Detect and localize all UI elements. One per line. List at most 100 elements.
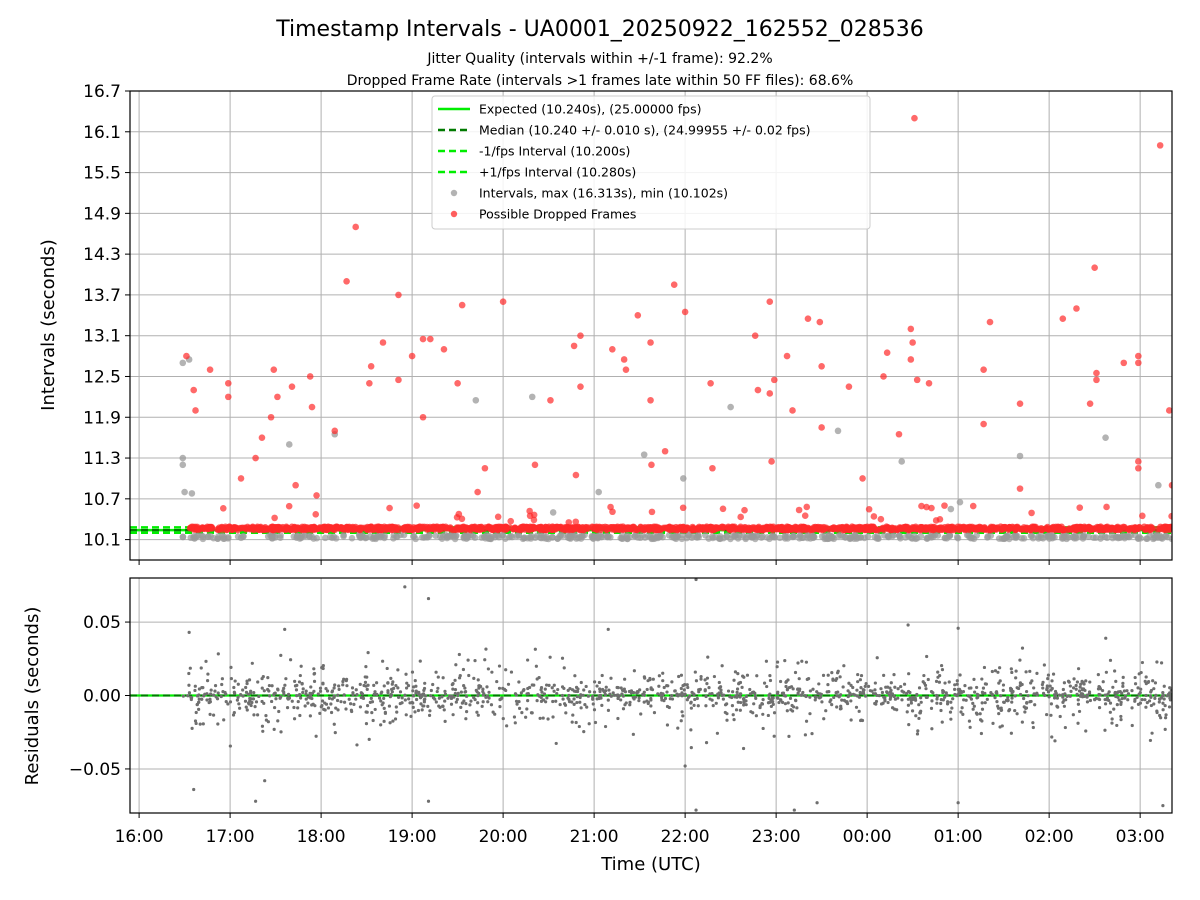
residual-point	[1163, 727, 1167, 731]
dropped-frame-point	[603, 524, 611, 531]
residual-point	[394, 683, 398, 688]
residual-point	[1020, 682, 1024, 687]
interval-point	[179, 533, 187, 541]
residual-point	[1097, 706, 1102, 710]
residual-point	[780, 691, 785, 695]
residual-point	[253, 799, 258, 803]
residual-point	[859, 686, 863, 690]
residual-point	[584, 684, 588, 689]
residual-point	[1115, 703, 1119, 707]
chart-subtitle-dropped: Dropped Frame Rate (intervals >1 frames …	[347, 73, 854, 89]
residual-point	[212, 693, 216, 697]
residual-point	[1088, 698, 1093, 703]
residual-point	[772, 711, 777, 715]
residual-point	[1082, 687, 1086, 691]
interval-point	[748, 533, 756, 541]
dropped-frame-point	[1050, 524, 1058, 532]
residual-point	[1093, 698, 1097, 702]
residual-point	[856, 680, 860, 684]
residual-point	[742, 703, 746, 707]
residual-point	[525, 707, 529, 711]
dropped-frame-point	[916, 525, 924, 533]
residual-point	[1074, 683, 1078, 688]
dropped-frame-point	[219, 504, 227, 512]
residual-point	[239, 693, 243, 697]
residual-point	[238, 706, 242, 710]
residual-point	[296, 706, 300, 710]
intervals-y-tick-label: 16.1	[83, 123, 121, 143]
dropped-frame-point	[647, 339, 654, 346]
residual-point	[780, 700, 785, 705]
residual-point	[1028, 700, 1032, 704]
residual-point	[304, 692, 308, 696]
interval-point	[898, 458, 906, 465]
dropped-frame-point	[271, 514, 278, 522]
residual-point	[749, 710, 753, 714]
residual-point	[888, 690, 892, 694]
residual-point	[246, 692, 251, 696]
residual-point	[380, 690, 384, 694]
residual-point	[649, 704, 653, 708]
interval-point	[1016, 452, 1024, 460]
residual-point	[1103, 728, 1107, 732]
residual-point	[443, 692, 448, 696]
residual-point	[645, 687, 649, 692]
residual-point	[822, 717, 826, 721]
residual-point	[1046, 690, 1051, 694]
residual-point	[443, 689, 447, 693]
dropped-frame-point	[801, 523, 809, 531]
residual-point	[573, 674, 577, 678]
residual-point	[768, 674, 772, 678]
residual-point	[592, 690, 597, 694]
residual-point	[993, 696, 997, 700]
dropped-frame-point	[1013, 525, 1021, 532]
x-tick-label: 21:00	[570, 827, 619, 847]
residual-point	[660, 696, 664, 700]
residual-point	[686, 685, 690, 690]
residual-point	[318, 686, 323, 690]
interval-point	[766, 535, 773, 543]
residual-point	[801, 690, 805, 695]
residual-point	[1103, 702, 1108, 706]
dropped-frame-point	[759, 526, 766, 534]
residual-point	[1084, 729, 1088, 733]
interval-point	[987, 532, 995, 539]
residual-point	[1135, 695, 1139, 699]
interval-point	[680, 475, 687, 482]
residual-point	[1066, 679, 1071, 683]
residual-point	[1040, 682, 1044, 687]
dropped-frame-point	[1016, 400, 1024, 407]
residual-point	[906, 703, 911, 707]
residual-point	[419, 702, 423, 706]
residual-point	[975, 685, 979, 690]
residual-point	[1077, 709, 1082, 714]
residual-point	[855, 688, 859, 692]
residual-point	[199, 666, 203, 670]
residual-point	[1085, 700, 1090, 704]
residual-point	[1163, 716, 1168, 720]
residual-point	[735, 693, 739, 698]
x-tick-label: 17:00	[206, 827, 255, 847]
residual-point	[1078, 694, 1083, 698]
residual-point	[421, 692, 426, 696]
residual-point	[279, 653, 283, 658]
dropped-frame-point	[338, 525, 346, 533]
residual-point	[382, 706, 386, 710]
residual-point	[665, 704, 670, 709]
residual-point	[705, 676, 710, 680]
residual-point	[440, 695, 444, 699]
residual-point	[886, 700, 890, 705]
residual-point	[685, 698, 689, 702]
residual-point	[443, 699, 447, 703]
residual-point	[1144, 675, 1148, 679]
residual-point	[244, 685, 248, 690]
dropped-frame-point	[743, 526, 750, 534]
residual-point	[911, 696, 915, 700]
residual-point	[245, 679, 249, 683]
residual-point	[226, 702, 230, 706]
residual-point	[1046, 673, 1051, 677]
legend-entry-dropped: Possible Dropped Frames	[450, 207, 636, 222]
residual-point	[451, 713, 455, 717]
residual-point	[342, 693, 346, 697]
dropped-frame-point	[313, 492, 320, 499]
